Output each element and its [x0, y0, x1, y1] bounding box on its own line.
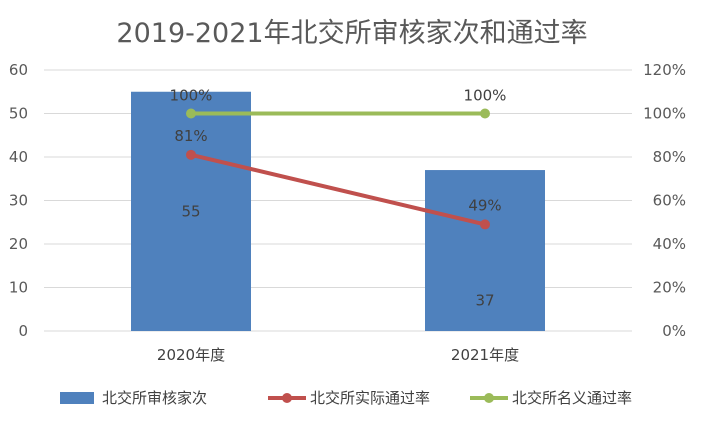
- legend-swatch: [60, 392, 94, 404]
- y-right-tick-label: 40%: [653, 235, 686, 253]
- chart-title: 2019-2021年北交所审核家次和通过率: [116, 18, 587, 49]
- line-point: [186, 108, 196, 119]
- legend-marker: [484, 393, 494, 403]
- line-point: [480, 108, 490, 119]
- bar-series: [131, 91, 545, 331]
- data-labels: 55 37 81% 49% 100% 100%: [170, 87, 507, 310]
- y-left-tick-label: 50: [9, 105, 28, 123]
- line-point: [186, 149, 196, 160]
- y-left-tick-label: 40: [9, 148, 28, 166]
- line-data-label: 81%: [174, 127, 207, 145]
- y-right-tick-label: 80%: [653, 148, 686, 166]
- line-data-label: 100%: [464, 87, 507, 105]
- line-series: [186, 108, 490, 230]
- line-data-label: 100%: [170, 87, 213, 105]
- y-left-tick-label: 10: [9, 279, 28, 297]
- y-right-tick-label: 100%: [643, 105, 686, 123]
- y-right-tick-label: 60%: [653, 192, 686, 210]
- y-right-tick-label: 0%: [662, 322, 686, 340]
- legend-label: 北交所实际通过率: [310, 389, 430, 407]
- bar: [425, 170, 545, 331]
- legend-label: 北交所名义通过率: [512, 389, 632, 407]
- legend-marker: [282, 393, 292, 403]
- series-line: [190, 152, 486, 227]
- y-left-tick-label: 0: [18, 322, 28, 340]
- y-right-tick-label: 20%: [653, 279, 686, 297]
- y-left-tick-label: 30: [9, 192, 28, 210]
- y-left-tick-label: 60: [9, 61, 28, 79]
- bar-data-label: 55: [181, 202, 200, 220]
- y-right-tick-label: 120%: [643, 61, 686, 79]
- bar-data-label: 37: [475, 292, 494, 310]
- line-point: [480, 219, 490, 230]
- x-tick-label: 2020年度: [157, 346, 225, 364]
- axes: 0 10 20 30 40 50 60 0% 20% 40% 60% 80% 100% 120% 2020年…: [9, 61, 686, 364]
- legend: 北交所审核家次 北交所实际通过率 北交所名义通过率: [60, 389, 632, 407]
- legend-label: 北交所审核家次: [102, 389, 207, 407]
- y-left-tick-label: 20: [9, 235, 28, 253]
- bar: [131, 91, 251, 331]
- line-data-label: 49%: [468, 196, 501, 214]
- x-tick-label: 2021年度: [451, 346, 519, 364]
